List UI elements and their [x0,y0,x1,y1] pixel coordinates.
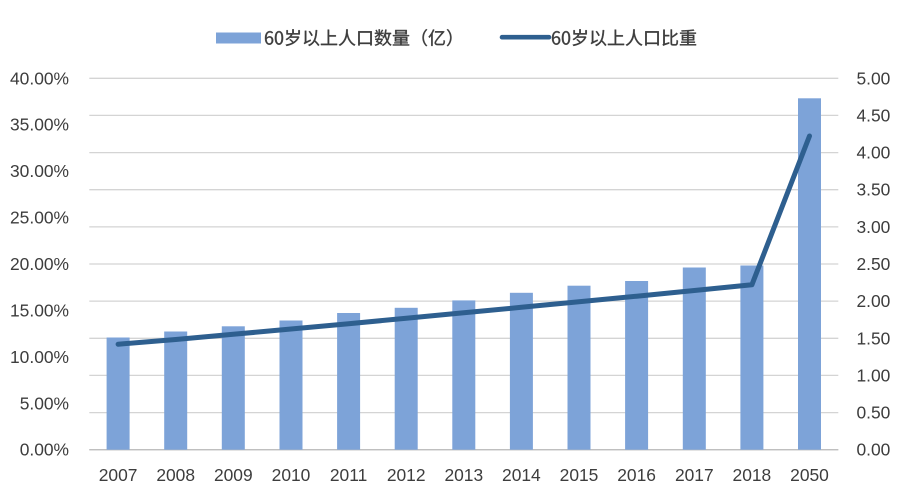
svg-text:2013: 2013 [444,465,483,485]
svg-text:40.00%: 40.00% [10,68,69,88]
svg-text:15.00%: 15.00% [10,300,69,320]
svg-text:2050: 2050 [790,465,829,485]
svg-text:35.00%: 35.00% [10,115,69,135]
svg-text:20.00%: 20.00% [10,254,69,274]
svg-text:2018: 2018 [733,465,772,485]
svg-text:2.50: 2.50 [857,254,891,274]
svg-text:2014: 2014 [502,465,541,485]
svg-text:4.50: 4.50 [857,105,891,125]
svg-text:2.00: 2.00 [857,291,891,311]
svg-text:2008: 2008 [156,465,195,485]
svg-text:5.00%: 5.00% [20,393,69,413]
svg-text:2011: 2011 [330,465,367,485]
svg-text:3.50: 3.50 [857,180,891,200]
svg-text:0.00: 0.00 [857,440,891,460]
svg-text:3.00: 3.00 [857,217,891,237]
svg-text:30.00%: 30.00% [10,161,69,181]
svg-text:1.50: 1.50 [857,328,891,348]
svg-text:2009: 2009 [214,465,253,485]
svg-text:1.00: 1.00 [857,365,891,385]
svg-text:2010: 2010 [272,465,311,485]
svg-text:2016: 2016 [617,465,656,485]
svg-text:4.00: 4.00 [857,143,891,163]
svg-text:2007: 2007 [99,465,138,485]
svg-text:5.00: 5.00 [857,68,891,88]
svg-text:2017: 2017 [675,465,714,485]
svg-text:10.00%: 10.00% [10,347,69,367]
svg-text:2015: 2015 [560,465,599,485]
svg-text:2012: 2012 [387,465,426,485]
svg-text:25.00%: 25.00% [10,208,69,228]
svg-text:0.50: 0.50 [857,403,891,423]
svg-text:0.00%: 0.00% [20,440,69,460]
